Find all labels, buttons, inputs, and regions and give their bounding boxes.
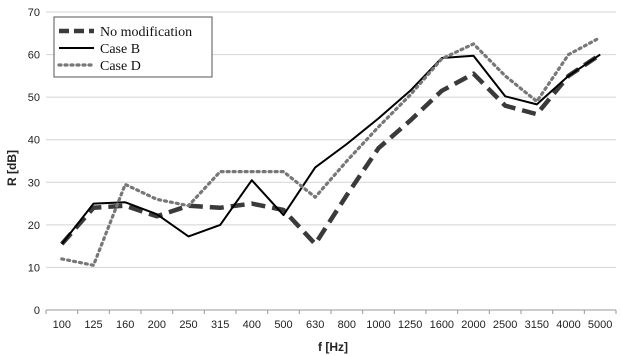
x-tick-label: 630 xyxy=(306,319,324,331)
x-tick-label: 800 xyxy=(338,319,356,331)
y-tick-label: 70 xyxy=(28,7,40,19)
y-tick-label: 20 xyxy=(28,220,40,232)
x-tick-label: 250 xyxy=(179,319,197,331)
x-tick-label: 100 xyxy=(53,319,71,331)
x-tick-label: 2500 xyxy=(493,319,517,331)
x-tick-label: 160 xyxy=(116,319,134,331)
legend-label: Case D xyxy=(100,59,141,74)
legend-label: Case B xyxy=(100,42,140,57)
x-tick-label: 1250 xyxy=(398,319,422,331)
x-tick-label: 3150 xyxy=(525,319,549,331)
y-tick-label: 60 xyxy=(28,50,40,62)
y-tick-label: 30 xyxy=(28,177,40,189)
x-tick-label: 1600 xyxy=(430,319,454,331)
x-tick-label: 400 xyxy=(243,319,261,331)
series-line-0 xyxy=(60,52,602,247)
axes: 0 10 20 30 40 50 60 70 100 125 160 200 250 315 400 500 6… xyxy=(28,7,617,331)
x-tick-label: 1000 xyxy=(366,319,390,331)
x-tick-label: 2000 xyxy=(461,319,485,331)
series-lines xyxy=(60,35,602,267)
legend: No modification Case B Case D xyxy=(53,16,213,78)
x-tick-label: 500 xyxy=(274,319,292,331)
x-tick-label: 5000 xyxy=(588,319,612,331)
x-tick-label: 125 xyxy=(84,319,102,331)
x-axis-title: f [Hz] xyxy=(318,340,348,354)
x-tick-label: 200 xyxy=(148,319,166,331)
y-tick-label: 40 xyxy=(28,135,40,147)
series-line-2 xyxy=(60,35,602,267)
y-axis-title: R [dB] xyxy=(5,150,19,186)
y-tick-label: 0 xyxy=(34,305,40,317)
legend-label: No modification xyxy=(100,25,192,40)
y-tick-label: 10 xyxy=(28,262,40,274)
series-line-1 xyxy=(61,53,601,245)
x-tick-label: 4000 xyxy=(556,319,580,331)
x-tick-label: 315 xyxy=(211,319,229,331)
y-tick-label: 50 xyxy=(28,92,40,104)
